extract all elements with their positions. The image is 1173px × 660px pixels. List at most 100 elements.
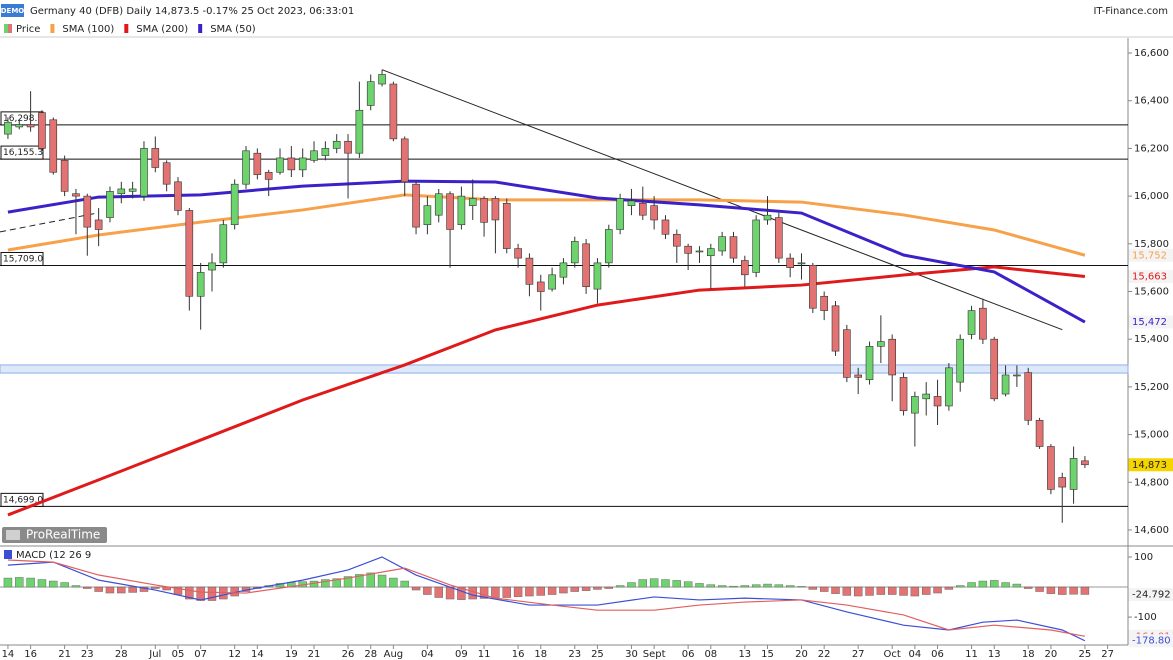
x-tick-label: 16 (24, 649, 37, 660)
macd-histogram-bar (956, 585, 965, 588)
macd-icon (4, 550, 12, 559)
x-tick-label: 04 (909, 649, 922, 660)
macd-histogram-bar (525, 586, 534, 597)
macd-histogram-bar (865, 586, 874, 596)
candle-body (559, 262, 568, 278)
macd-histogram-bar (37, 579, 47, 588)
candle-body (1035, 419, 1044, 447)
candle-body (491, 198, 500, 221)
candle-body (888, 338, 896, 376)
demo-badge-text: DEMO (1, 7, 25, 15)
y-tick-label: 15,600 (1134, 287, 1169, 298)
candle-body (174, 181, 182, 211)
value-tag: 14,873 (1132, 460, 1167, 471)
macd-histogram-bar (445, 586, 455, 600)
macd-histogram-bar (774, 584, 784, 588)
x-tick-label: 06 (931, 649, 944, 660)
x-tick-label: 14 (2, 649, 15, 660)
macd-histogram-bar (71, 585, 81, 588)
level-label: 14,699.0 (3, 495, 43, 505)
candle-body (480, 198, 488, 223)
macd-histogram-bar (1069, 586, 1078, 595)
macd-histogram-bar (1012, 583, 1022, 588)
macd-histogram-bar (513, 586, 523, 597)
x-tick-label: 07 (194, 649, 207, 660)
value-tag: -24.792 (1132, 589, 1171, 600)
y-tick-label: 14,600 (1134, 525, 1169, 536)
candle-body (899, 377, 908, 412)
x-tick-label: 23 (568, 649, 581, 660)
macd-histogram-bar (785, 585, 795, 588)
y-tick-label: -100 (1134, 612, 1157, 623)
trendline (0, 212, 99, 233)
x-tick-label: Jul (148, 649, 161, 660)
level-label: 15,709.0 (3, 255, 43, 265)
macd-histogram-bar (559, 586, 568, 594)
candle-body (128, 188, 137, 192)
macd-histogram-bar (967, 582, 976, 588)
macd-histogram-bar (570, 586, 579, 592)
candle-body (94, 219, 103, 230)
macd-histogram-bar (1035, 586, 1044, 592)
x-tick-label: 12 (228, 649, 241, 660)
macd-histogram-bar (26, 577, 35, 588)
candle-body (219, 224, 228, 264)
candle-body (38, 112, 46, 149)
x-tick-label: 30 (625, 649, 638, 660)
macd-histogram-bar (717, 585, 727, 588)
macd-histogram-bar (185, 586, 194, 600)
macd-histogram-bar (751, 584, 761, 588)
x-tick-label: 25 (1079, 649, 1092, 660)
candle-body (979, 307, 987, 340)
legend-swatch (50, 24, 55, 33)
value-tag-box (1128, 269, 1173, 283)
candle-body (276, 157, 284, 173)
value-tag-box (1128, 248, 1173, 262)
macd-histogram-bar (423, 586, 432, 595)
x-tick-label: Aug (384, 649, 404, 660)
level-label: 16,298.7 (3, 114, 43, 124)
candle-body (26, 124, 35, 128)
macd-histogram-bar (15, 577, 24, 588)
macd-histogram-bar (377, 574, 387, 588)
macd-histogram-bar (321, 579, 330, 588)
macd-histogram-bar (60, 582, 69, 588)
candle-body (366, 81, 375, 106)
x-tick-label: 28 (364, 649, 377, 660)
candle-body (718, 236, 726, 252)
candle-body (570, 241, 579, 264)
macd-histogram-bar (876, 586, 886, 595)
candle-body (661, 219, 670, 235)
x-tick-label: 15 (761, 649, 774, 660)
candle-body (775, 217, 783, 259)
x-tick-label: 13 (988, 649, 1001, 660)
macd-histogram-bar (400, 580, 409, 588)
candle-body (865, 346, 874, 381)
macd-histogram-bar (128, 586, 137, 593)
candle-body (72, 193, 80, 197)
x-tick-label: 05 (172, 649, 185, 660)
y-tick-label: 15,400 (1134, 334, 1169, 345)
macd-histogram-bar (332, 578, 341, 588)
legend-swatch (8, 24, 12, 33)
candle-body (741, 260, 749, 276)
candle-body (208, 262, 216, 271)
macd-histogram-bar (910, 586, 920, 597)
y-tick-label: 16,200 (1134, 143, 1169, 154)
x-tick-label: 28 (115, 649, 128, 660)
macd-histogram-bar (831, 586, 840, 594)
y-tick-label: 16,400 (1134, 96, 1169, 107)
candle-body (423, 205, 432, 226)
macd-line (7, 556, 1086, 642)
candle-body (627, 200, 636, 206)
macd-histogram-bar (683, 581, 693, 588)
candle-body (695, 250, 704, 253)
macd-histogram-bar (842, 586, 852, 596)
candle-body (582, 243, 590, 288)
candle-body (185, 210, 194, 297)
sma-line (7, 179, 1086, 324)
legend-swatch (124, 24, 129, 33)
macd-histogram-bar (389, 577, 398, 588)
candle-body (1081, 460, 1089, 466)
candle-body (106, 191, 114, 218)
